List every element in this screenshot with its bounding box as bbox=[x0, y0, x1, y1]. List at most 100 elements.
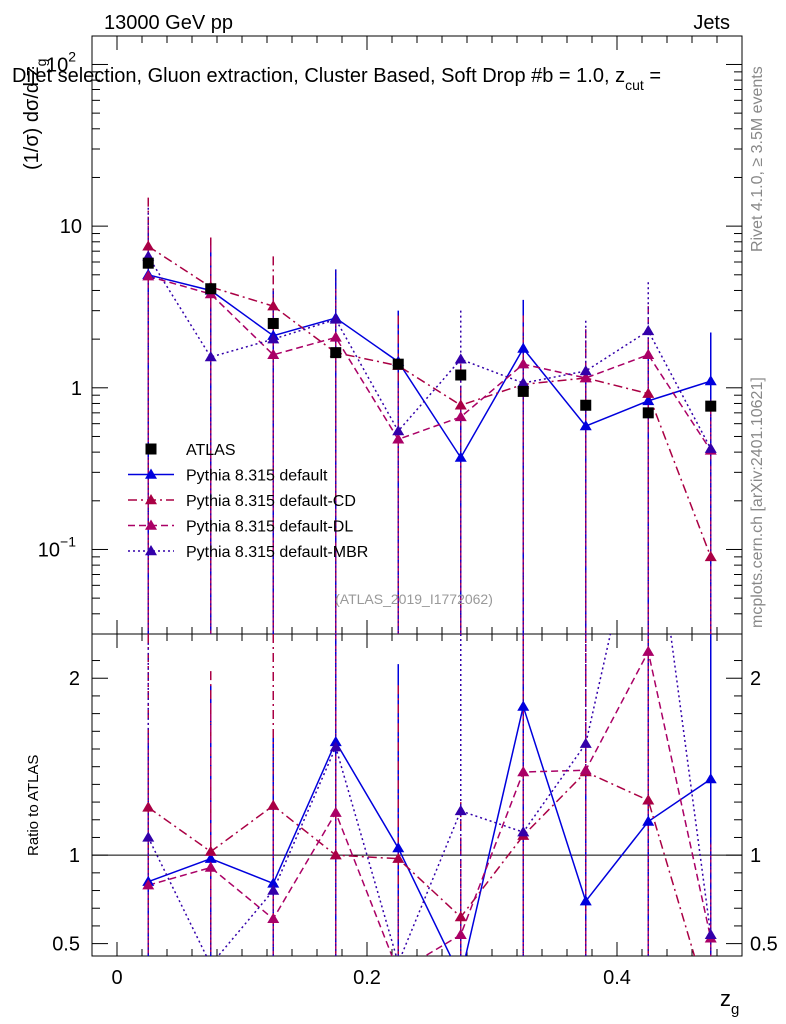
ratio-marker-mbr bbox=[142, 831, 155, 842]
ratio-series-line-cd bbox=[147, 771, 696, 956]
ratio-y-tick-label: 0.5 bbox=[52, 934, 80, 956]
y-tick-label: 102 bbox=[46, 48, 76, 76]
main-marker-mbr bbox=[517, 377, 530, 388]
ratio-marker-mbr bbox=[517, 826, 530, 837]
atlas-data-point bbox=[517, 385, 529, 397]
main-marker-dl bbox=[454, 410, 467, 422]
atlas-data-point bbox=[580, 399, 592, 411]
ratio-series-line-mbr bbox=[147, 634, 712, 956]
ratio-marker-default bbox=[392, 842, 405, 853]
ratio-series-line-default bbox=[147, 703, 712, 956]
main-series-line-dl bbox=[148, 275, 712, 451]
energy-label: 13000 GeV pp bbox=[104, 12, 233, 34]
legend-marker-atlas bbox=[145, 443, 157, 455]
legend-label-cd: Pythia 8.315 default-CD bbox=[186, 493, 356, 510]
ratio-marker-default bbox=[204, 852, 217, 863]
legend-label-atlas: ATLAS bbox=[186, 442, 236, 459]
ratio-marker-dl bbox=[642, 645, 655, 656]
main-marker-dl bbox=[642, 348, 655, 360]
atlas-data-point bbox=[267, 317, 279, 329]
atlas-data-point bbox=[392, 358, 404, 370]
ratio-marker-dl bbox=[454, 928, 467, 939]
main-marker-mbr bbox=[579, 365, 592, 376]
y-tick-label: 10 bbox=[60, 216, 82, 238]
main-marker-cd bbox=[704, 550, 717, 562]
atlas-data-point bbox=[705, 400, 717, 412]
legend: ATLAS Pythia 8.315 default Pythia 8.315 de… bbox=[128, 442, 368, 561]
legend-marker-mbr bbox=[145, 545, 157, 556]
main-marker-default bbox=[642, 394, 655, 406]
ratio-marker-dl bbox=[204, 861, 217, 872]
main-marker-cd bbox=[642, 387, 655, 398]
ratio-marker-dl bbox=[579, 764, 592, 775]
main-series-line-cd bbox=[147, 245, 712, 558]
legend-marker-dl bbox=[145, 519, 157, 530]
main-marker-default bbox=[517, 342, 530, 353]
ratio-marker-mbr bbox=[267, 884, 280, 895]
ratio-y-tick-label-right: 1 bbox=[750, 845, 761, 867]
atlas-data-point bbox=[205, 283, 217, 295]
analysis-title: Dijet selection, Gluon extraction, Clust… bbox=[12, 65, 661, 93]
axes: 0 0.2 0.4 102 10 1 10−1 0.5 0.5 1 1 2 2 bbox=[38, 36, 778, 989]
x-tick-label: 0 bbox=[111, 967, 122, 989]
ratio-marker-default bbox=[517, 700, 530, 711]
main-marker-mbr bbox=[329, 313, 342, 324]
ratio-y-axis-label: Ratio to ATLAS bbox=[25, 755, 42, 856]
legend-label-mbr: Pythia 8.315 default-MBR bbox=[186, 544, 368, 561]
ratio-marker-default bbox=[642, 815, 655, 826]
main-marker-mbr bbox=[204, 351, 217, 362]
ratio-y-tick-label-right: 0.5 bbox=[750, 934, 778, 956]
ratio-marker-dl bbox=[142, 879, 155, 890]
ratio-plot-frame bbox=[91, 633, 743, 957]
x-axis-label: zg bbox=[720, 986, 739, 1018]
ratio-marker-default bbox=[267, 877, 280, 888]
main-series-line-mbr bbox=[147, 255, 712, 450]
main-marker-mbr bbox=[642, 324, 655, 336]
rivet-version-label: Rivet 4.1.0, ≥ 3.5M events bbox=[749, 66, 766, 252]
main-series-line-default bbox=[148, 274, 711, 460]
ratio-marker-mbr bbox=[454, 804, 467, 816]
ratio-marker-default bbox=[704, 773, 717, 784]
legend-marker-default bbox=[145, 468, 157, 479]
main-marker-dl bbox=[267, 348, 280, 360]
ratio-marker-dl bbox=[517, 766, 530, 777]
analysis-watermark: (ATLAS_2019_I1772062) bbox=[335, 591, 493, 607]
y-tick-label: 10−1 bbox=[38, 533, 76, 561]
ratio-marker-cd bbox=[392, 852, 405, 863]
main-marker-cd bbox=[142, 240, 155, 251]
ratio-y-tick-label-right: 2 bbox=[750, 668, 761, 690]
main-marker-dl bbox=[142, 270, 155, 281]
atlas-data-point bbox=[455, 369, 467, 381]
main-marker-dl bbox=[579, 371, 592, 383]
mcplots-label: mcplots.cern.ch [arXiv:2401.10621] bbox=[749, 377, 766, 628]
ratio-marker-mbr bbox=[329, 741, 342, 752]
ratio-marker-cd bbox=[267, 799, 280, 810]
main-marker-mbr bbox=[267, 333, 280, 344]
ratio-marker-cd bbox=[642, 794, 655, 805]
main-marker-mbr bbox=[704, 442, 717, 453]
legend-marker-cd bbox=[145, 494, 157, 505]
x-tick-label: 0.2 bbox=[353, 967, 381, 989]
ratio-marker-dl bbox=[267, 912, 280, 924]
ratio-marker-dl bbox=[329, 806, 342, 817]
atlas-data-point bbox=[330, 347, 342, 359]
ratio-marker-cd bbox=[329, 849, 342, 860]
ratio-y-tick-label: 2 bbox=[69, 668, 80, 690]
atlas-data-point bbox=[142, 257, 154, 269]
ratio-series-line-dl bbox=[148, 649, 712, 956]
ratio-marker-cd bbox=[454, 911, 467, 922]
category-label: Jets bbox=[693, 12, 730, 34]
main-marker-default bbox=[704, 375, 717, 386]
series-lines bbox=[147, 245, 712, 956]
legend-label-default: Pythia 8.315 default bbox=[186, 468, 328, 485]
ratio-marker-default bbox=[579, 895, 592, 906]
ratio-y-tick-label: 1 bbox=[69, 845, 80, 867]
main-marker-dl bbox=[392, 433, 405, 444]
ratio-marker-cd bbox=[142, 801, 155, 812]
main-y-axis-label: (1/σ) dσ/d zg bbox=[21, 59, 49, 170]
main-marker-dl bbox=[517, 358, 530, 369]
main-marker-dl bbox=[329, 331, 342, 342]
ratio-marker-mbr bbox=[579, 737, 592, 748]
main-marker-cd bbox=[454, 399, 467, 410]
